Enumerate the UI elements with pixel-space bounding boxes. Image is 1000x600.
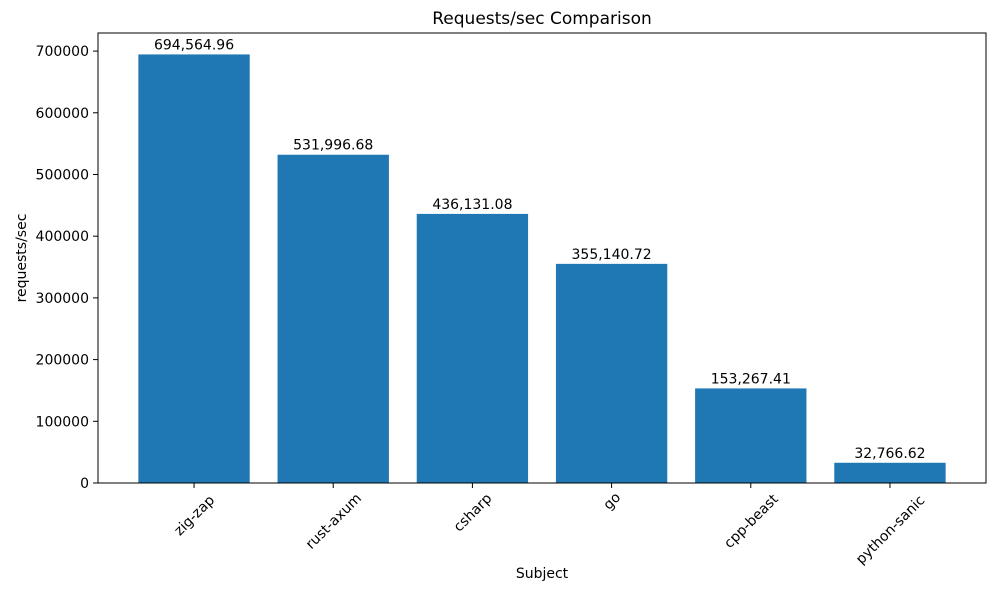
y-tick-label: 0	[80, 476, 89, 492]
x-axis-label: Subject	[516, 566, 569, 582]
bar	[138, 54, 250, 484]
x-tick-label: cpp-beast	[721, 491, 782, 552]
y-tick-label: 700000	[36, 44, 89, 60]
y-tick-label: 500000	[36, 167, 89, 183]
x-tick-label: python-sanic	[853, 493, 928, 568]
bar	[277, 154, 389, 483]
y-tick-label: 300000	[36, 291, 89, 307]
bar-value-label: 153,267.41	[711, 371, 791, 387]
bar	[834, 462, 946, 483]
bar	[555, 263, 668, 483]
bar-value-label: 355,140.72	[572, 247, 652, 263]
bars-group	[138, 54, 946, 484]
y-tick-label: 400000	[36, 229, 89, 245]
x-tick-label: csharp	[451, 491, 496, 536]
bar	[416, 213, 529, 483]
bar-value-label: 531,996.68	[293, 138, 373, 154]
y-tick-label: 600000	[36, 106, 89, 122]
x-tick-label: zig-zap	[171, 492, 218, 539]
bar-value-label: 32,766.62	[854, 446, 925, 462]
bar	[695, 388, 807, 483]
chart-title: Requests/sec Comparison	[432, 9, 652, 29]
bar-value-label: 694,564.96	[154, 37, 234, 53]
y-tick-label: 100000	[36, 414, 89, 430]
plot-frame	[97, 32, 987, 484]
y-tick-label: 200000	[36, 353, 89, 369]
y-axis-label: requests/sec	[14, 214, 30, 303]
bar-value-labels: 694,564.96 531,996.68 436,131.08 355,140.72…	[154, 37, 926, 461]
x-tick-label: rust-axum	[303, 490, 365, 552]
x-axis: zig-zap rust-axum csharp go cpp-beast python-…	[171, 483, 928, 568]
x-tick-label: go	[600, 490, 624, 514]
y-axis: 0 100000 200000 300000 400000 500000 600000 700…	[36, 44, 98, 492]
bar-value-label: 436,131.08	[432, 197, 512, 213]
